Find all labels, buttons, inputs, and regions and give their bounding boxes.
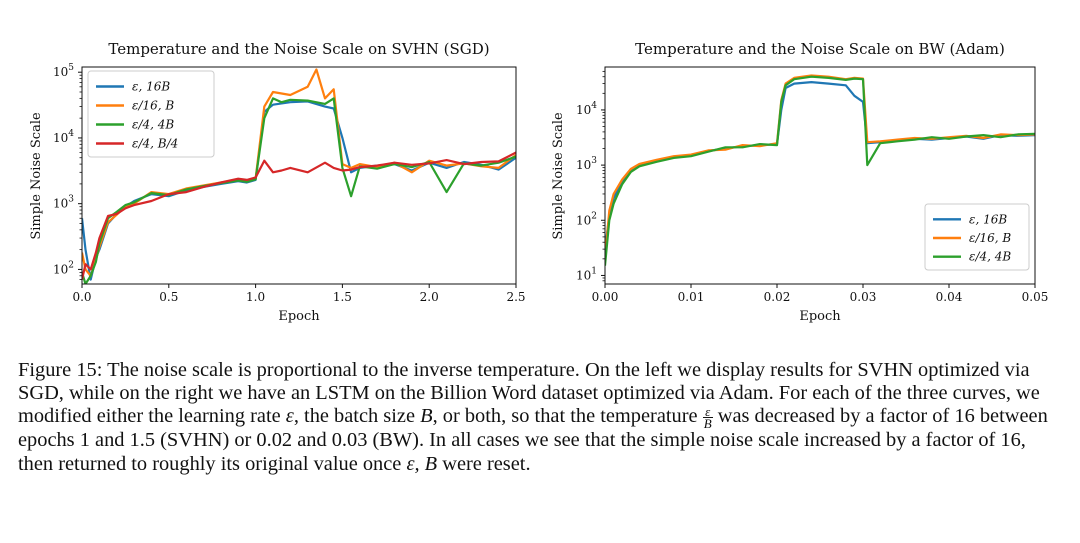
series-group bbox=[82, 68, 516, 284]
y-tick-label: 102 bbox=[576, 211, 597, 227]
chart-title: Temperature and the Noise Scale on SVHN … bbox=[108, 40, 489, 58]
series-line-3 bbox=[82, 97, 516, 284]
x-tick-label: 0.01 bbox=[678, 290, 705, 304]
legend-label-4: ε/4, B/4 bbox=[132, 137, 178, 151]
series-line-3 bbox=[605, 75, 1035, 266]
y-axis-label: Simple Noise Scale bbox=[551, 112, 566, 240]
caption-text-3: , or both, so that the temperature bbox=[432, 405, 703, 428]
plot-frame bbox=[81, 66, 517, 285]
caption-paragraph: Figure 15: The noise scale is proportion… bbox=[18, 359, 1066, 476]
x-tick-label: 1.5 bbox=[333, 290, 352, 304]
chart-legend: ε, 16B ε/16, B ε/4, 4B ε/4, B/4 bbox=[87, 70, 215, 158]
legend-label-2: ε/16, B bbox=[132, 99, 174, 113]
x-tick-label: 2.0 bbox=[420, 290, 439, 304]
x-tick-label: 0.5 bbox=[159, 290, 178, 304]
y-tick-label: 103 bbox=[53, 195, 74, 211]
legend-frame bbox=[87, 70, 215, 158]
plot-frame bbox=[604, 66, 1036, 285]
legend-label-3: ε/4, 4B bbox=[969, 250, 1011, 264]
fraction-denominator: B bbox=[703, 416, 712, 432]
caption-text-1: Figure 15: The noise scale is proportion… bbox=[18, 359, 1040, 428]
x-tick-label: 0.04 bbox=[936, 290, 963, 304]
caption-math-eps-b: ε, B bbox=[406, 452, 438, 475]
chart-title: Temperature and the Noise Scale on BW (A… bbox=[635, 40, 1005, 58]
figure-caption: Figure 15: The noise scale is proportion… bbox=[18, 359, 1066, 476]
x-tick-label: 0.0 bbox=[72, 290, 91, 304]
y-tick-label: 101 bbox=[576, 266, 597, 282]
chart-legend: ε, 16B ε/16, B ε/4, 4B bbox=[924, 203, 1030, 271]
series-group bbox=[605, 74, 1035, 266]
x-tick-label: 2.5 bbox=[506, 290, 525, 304]
legend-label-1: ε, 16B bbox=[969, 212, 1007, 226]
series-line-4 bbox=[82, 151, 516, 280]
legend-label-2: ε/16, B bbox=[969, 231, 1011, 245]
caption-text-4: was decreased by a factor of 16 between … bbox=[18, 405, 1048, 475]
y-axis-label: Simple Noise Scale bbox=[29, 112, 44, 240]
x-axis-label: Epoch bbox=[799, 309, 841, 324]
caption-text-2: , the batch size bbox=[293, 405, 421, 428]
series-line-2 bbox=[82, 68, 516, 277]
y-tick-label: 104 bbox=[576, 101, 597, 117]
x-axis-label: Epoch bbox=[278, 309, 320, 324]
bw-chart: Temperature and the Noise Scale on BW (A… bbox=[551, 40, 1048, 324]
x-tick-label: 0.05 bbox=[1022, 290, 1049, 304]
caption-math-epsilon: ε bbox=[285, 405, 294, 428]
x-tick-label: 0.00 bbox=[592, 290, 619, 304]
x-tick-label: 0.03 bbox=[850, 290, 877, 304]
caption-text-5: were reset. bbox=[437, 452, 531, 475]
legend-label-3: ε/4, 4B bbox=[132, 118, 174, 132]
x-tick-label: 1.0 bbox=[246, 290, 265, 304]
y-tick-label: 103 bbox=[576, 156, 597, 172]
x-tick-label: 0.02 bbox=[764, 290, 791, 304]
y-tick-label: 104 bbox=[53, 129, 74, 145]
svhn-chart: Temperature and the Noise Scale on SVHN … bbox=[29, 40, 526, 324]
y-tick-label: 105 bbox=[53, 63, 74, 79]
caption-math-batch: B bbox=[420, 405, 433, 428]
figure-15-charts: Temperature and the Noise Scale on SVHN … bbox=[29, 40, 1048, 324]
y-tick-label: 102 bbox=[53, 260, 74, 276]
fraction-numerator: ε bbox=[702, 405, 713, 419]
legend-label-1: ε, 16B bbox=[132, 80, 170, 94]
